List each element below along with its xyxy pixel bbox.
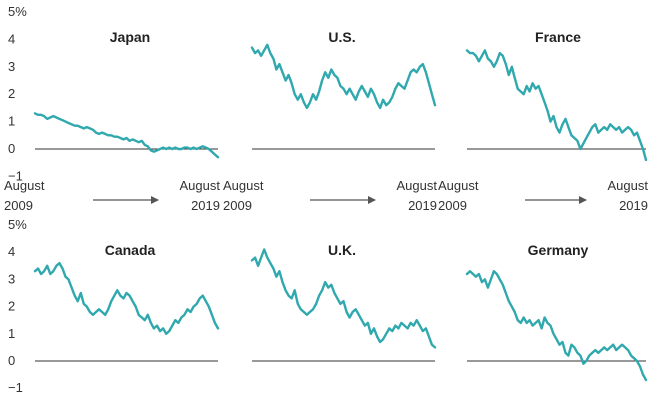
chart-panel: U.S. August 2009 August 2019 xyxy=(223,29,437,213)
series-line xyxy=(465,270,648,382)
chart-panel: U.K. xyxy=(250,242,437,362)
x-end-label: August xyxy=(397,178,438,193)
chart-root: 5%43210−15%43210−1JapanAugust2009August2… xyxy=(4,4,648,395)
panel-title: Germany xyxy=(528,242,589,258)
y-tick-label: 4 xyxy=(8,244,15,259)
panel-title: Canada xyxy=(105,242,156,258)
y-tick-label: 5% xyxy=(8,4,27,19)
x-start-label: August xyxy=(438,178,479,193)
x-end-label: 2019 xyxy=(408,198,437,213)
panel-title: U.S. xyxy=(328,29,355,45)
chart-panel: France August 2009 August 2019 xyxy=(438,29,648,213)
x-start-label: 2009 xyxy=(438,198,467,213)
x-end-label: August xyxy=(180,178,221,193)
chart-panel: Japan August 2009 August 2019 xyxy=(4,29,220,213)
series-line xyxy=(33,112,220,159)
y-tick-label: 2 xyxy=(8,86,15,101)
series-line xyxy=(250,43,437,110)
x-start-label: 2009 xyxy=(223,198,252,213)
panel-title: Japan xyxy=(110,29,150,45)
panel-title: U.K. xyxy=(328,242,356,258)
y-tick-label: 1 xyxy=(8,326,15,341)
y-tick-label: 5% xyxy=(8,217,27,232)
series-line xyxy=(33,261,220,335)
y-tick-label: 0 xyxy=(8,353,15,368)
y-tick-label: 3 xyxy=(8,271,15,286)
x-end-label: 2019 xyxy=(619,198,648,213)
x-end-label: August xyxy=(608,178,649,193)
series-line xyxy=(465,49,648,162)
y-tick-label: 2 xyxy=(8,299,15,314)
y-tick-label: 3 xyxy=(8,59,15,74)
panel-title: France xyxy=(535,29,581,45)
x-end-label: 2019 xyxy=(191,198,220,213)
x-start-label: August xyxy=(4,178,45,193)
series-line xyxy=(250,248,437,349)
chart-panel: Canada xyxy=(33,242,220,362)
y-tick-label: 1 xyxy=(8,114,15,129)
y-tick-label: −1 xyxy=(8,168,23,183)
y-tick-label: −1 xyxy=(8,380,23,395)
y-tick-label: 0 xyxy=(8,141,15,156)
x-start-label: 2009 xyxy=(4,198,33,213)
y-tick-label: 4 xyxy=(8,31,15,46)
x-start-label: August xyxy=(223,178,264,193)
chart-panel: Germany xyxy=(465,242,648,382)
